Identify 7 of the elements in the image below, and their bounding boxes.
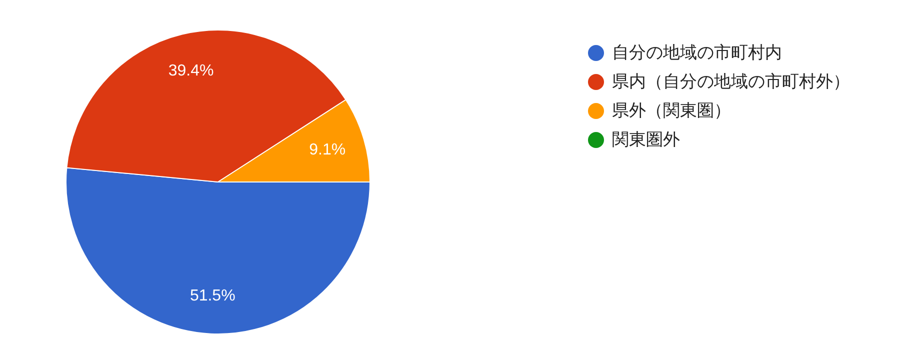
- legend-label: 自分の地域の市町村内: [612, 43, 782, 63]
- data-label: 39.4%: [168, 62, 214, 80]
- legend-label: 関東圏外: [612, 130, 680, 150]
- legend-label: 県内（自分の地域の市町村外）: [612, 72, 850, 92]
- data-label: 9.1%: [309, 141, 346, 158]
- data-label: 51.5%: [190, 287, 236, 304]
- legend-label: 県外（関東圏）: [612, 101, 731, 121]
